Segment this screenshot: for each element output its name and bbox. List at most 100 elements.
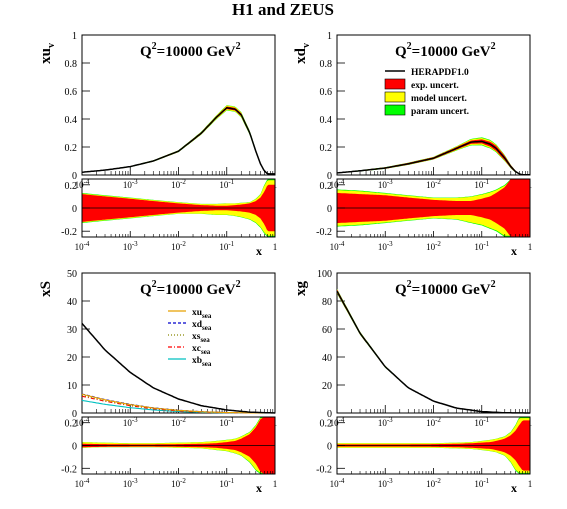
xS_ratio-xtick-label: 10-1 [219, 477, 234, 489]
xd_v_ratio-xtick-label: 10-3 [378, 240, 393, 252]
xd_v-ytick-label: 1 [327, 31, 332, 42]
xg_ratio-xlabel: x [511, 481, 517, 495]
legend-label: HERAPDF1.0 [411, 68, 469, 78]
xS_ratio-ytick-label: 0 [72, 442, 77, 453]
xg-param-band [337, 288, 530, 413]
xS-xtick-label: 10-3 [123, 416, 138, 428]
legend-swatch [384, 78, 406, 90]
xu_v-xtick-label: 10-1 [219, 178, 234, 190]
xS-series-xS [81, 322, 276, 414]
xg_ratio-xtick-label: 10-4 [330, 477, 345, 489]
xg-xtick-label: 10-4 [330, 416, 345, 428]
xd_v_ratio-xlabel: x [511, 244, 517, 258]
xd_v_ratio-ytick-label: -0.2 [316, 227, 332, 238]
xd_v-scale-annotation: Q2=10000 GeV2 [395, 41, 496, 60]
xS-ytick-label: 40 [67, 297, 77, 308]
xS-ytick-label: 20 [67, 353, 77, 364]
xg_ratio-ytick-label: 0.2 [320, 419, 333, 430]
xg-xtick-label: 10-1 [474, 416, 489, 428]
xu_v_ratio-ytick-label: 0.2 [65, 181, 78, 192]
xd_v-series-HERAPDF1.0 [336, 140, 530, 176]
legend-swatch [384, 104, 406, 116]
sea-legend-label: xcsea [192, 344, 211, 356]
xS-scale-annotation: Q2=10000 GeV2 [140, 279, 241, 298]
xd_v-ytick-label: 0.8 [320, 59, 333, 70]
xS-series-xu_sea [81, 393, 275, 414]
figure-title: H1 and ZEUS [232, 0, 334, 19]
sea-legend-label: xusea [192, 308, 212, 320]
panels-layer: 00.20.40.60.8110-410-310-210-11xuvQ2=100… [38, 31, 532, 495]
xg-ytick-label: 20 [322, 381, 332, 392]
xd_v_ratio-xtick-label: 10-1 [474, 240, 489, 252]
xu_v_ratio-xtick-label: 10-1 [219, 240, 234, 252]
xS_ratio-xlabel: x [256, 481, 262, 495]
xu_v-scale-annotation: Q2=10000 GeV2 [140, 41, 241, 60]
xS-ylabel: xS [38, 281, 54, 297]
xS_ratio-frame: 0.2 0 -0.2 10-4 10-3 10-2 10-1 1 x [61, 416, 278, 495]
xS-ytick-label: 0 [72, 409, 77, 420]
xg_ratio-frame: 0.2 0 -0.2 10-4 10-3 10-2 10-1 1 x [316, 416, 532, 495]
legend-label: param uncert. [411, 107, 469, 117]
xu_v-ytick-label: 0.6 [65, 87, 78, 98]
xS_ratio-ytick-label: 0.2 [65, 419, 78, 430]
xd_v-ytick-label: 0.2 [320, 143, 333, 154]
xu_v_ratio-xtick-label: 1 [273, 242, 278, 252]
xu_v-xtick-label: 10-4 [75, 178, 90, 190]
xd_v_ratio-xtick-label: 1 [528, 242, 533, 252]
xu_v_ratio-xtick-label: 10-3 [123, 240, 138, 252]
xd_v_ratio-ytick-label: 0 [327, 204, 332, 215]
xS-ytick-label: 30 [67, 325, 77, 336]
xu_v-model-band [82, 105, 275, 175]
xS_ratio-ytick-label: -0.2 [61, 464, 77, 475]
xS-ytick-label: 50 [67, 269, 77, 280]
xd_v-ytick-label: 0.6 [320, 87, 333, 98]
xS_ratio-xtick-label: 10-3 [123, 477, 138, 489]
legend-label: model uncert. [411, 94, 467, 104]
xg-ytick-label: 60 [322, 325, 332, 336]
xg_ratio-xtick-label: 10-2 [426, 477, 441, 489]
xS-xtick-label: 10-1 [219, 416, 234, 428]
xu_v-series-HERAPDF1.0 [81, 106, 275, 175]
sea-legend-label: xssea [192, 332, 210, 344]
xS_ratio-xtick-label: 1 [273, 479, 278, 489]
xd_v-ytick-label: 0.4 [320, 115, 333, 126]
xd_v-ylabel: xdv [293, 43, 312, 64]
xg-model-band [337, 289, 530, 413]
xu_v_ratio-xtick-label: 10-4 [75, 240, 90, 252]
xd_v-ytick-label: 0 [327, 171, 332, 182]
xd_v-xtick-label: 10-3 [378, 178, 393, 190]
xd_v_ratio-frame: 0.2 0 -0.2 10-4 10-3 10-2 10-1 1 x [316, 178, 533, 258]
xg-series-HERAPDF1.0 [336, 290, 530, 414]
xu_v-ytick-label: 0.8 [65, 59, 78, 70]
xu_v_ratio-xlabel: x [256, 244, 262, 258]
xg_ratio-ytick-label: -0.2 [316, 464, 332, 475]
xg-ytick-label: 100 [317, 269, 332, 280]
xd_v-xtick-label: 10-4 [330, 178, 345, 190]
xS_ratio-xtick-label: 10-2 [171, 477, 186, 489]
xu_v-ytick-label: 1 [72, 31, 77, 42]
legend-label: exp. uncert. [411, 81, 459, 91]
xu_v-param-band [82, 105, 275, 175]
xg-ytick-label: 40 [322, 353, 332, 364]
xu_v-ytick-label: 0.4 [65, 115, 78, 126]
xd_v-xtick-label: 10-2 [426, 178, 441, 190]
xu_v_ratio-ytick-label: -0.2 [61, 227, 77, 238]
xd_v_ratio-ytick-label: 0.2 [320, 181, 333, 192]
xg_ratio-xtick-label: 10-3 [378, 477, 393, 489]
xu_v-ytick-label: 0.2 [65, 143, 78, 154]
xu_v-xtick-label: 10-2 [171, 178, 186, 190]
xu_v_ratio-ytick-label: 0 [72, 204, 77, 215]
xg-ytick-label: 80 [322, 297, 332, 308]
xg-xtick-label: 10-3 [378, 416, 393, 428]
xS-xtick-label: 10-2 [171, 416, 186, 428]
xu_v-exp-band [82, 106, 275, 174]
xu_v_ratio-xtick-label: 10-2 [171, 240, 186, 252]
xd_v_ratio-xtick-label: 10-4 [330, 240, 345, 252]
xS-ytick-label: 10 [67, 381, 77, 392]
sea-legend-label: xdsea [192, 320, 212, 332]
xS-xtick-label: 10-4 [75, 416, 90, 428]
xg-xtick-label: 10-2 [426, 416, 441, 428]
xu_v-xtick-label: 10-3 [123, 178, 138, 190]
